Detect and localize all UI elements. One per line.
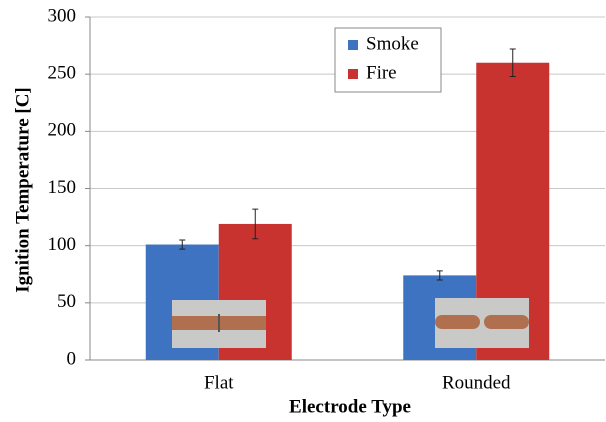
y-axis-title: Ignition Temperature [C] bbox=[12, 87, 33, 292]
legend-label: Fire bbox=[366, 62, 397, 83]
y-tick-label: 100 bbox=[48, 234, 77, 255]
x-tick-label: Flat bbox=[204, 372, 234, 393]
electrode-rounded-left bbox=[435, 315, 480, 329]
error-bar bbox=[509, 48, 516, 77]
error-bar bbox=[179, 239, 186, 250]
legend-swatch bbox=[348, 40, 358, 50]
legend-swatch bbox=[348, 69, 358, 79]
error-bar bbox=[436, 270, 443, 281]
electrode-rounded-right bbox=[484, 315, 529, 329]
legend-box bbox=[334, 27, 442, 93]
y-tick-label: 150 bbox=[48, 177, 77, 198]
y-tick-label: 50 bbox=[57, 291, 76, 312]
electrode-photos bbox=[172, 298, 529, 348]
y-tick-label: 0 bbox=[67, 348, 77, 369]
y-tick-label: 250 bbox=[48, 63, 77, 84]
error-bar bbox=[252, 208, 259, 240]
y-tick-label: 300 bbox=[48, 5, 77, 26]
x-tick-label: Rounded bbox=[442, 372, 511, 393]
y-tick-label: 200 bbox=[48, 120, 77, 141]
legend-label: Smoke bbox=[366, 33, 419, 54]
x-axis-title: Electrode Type bbox=[289, 396, 411, 417]
